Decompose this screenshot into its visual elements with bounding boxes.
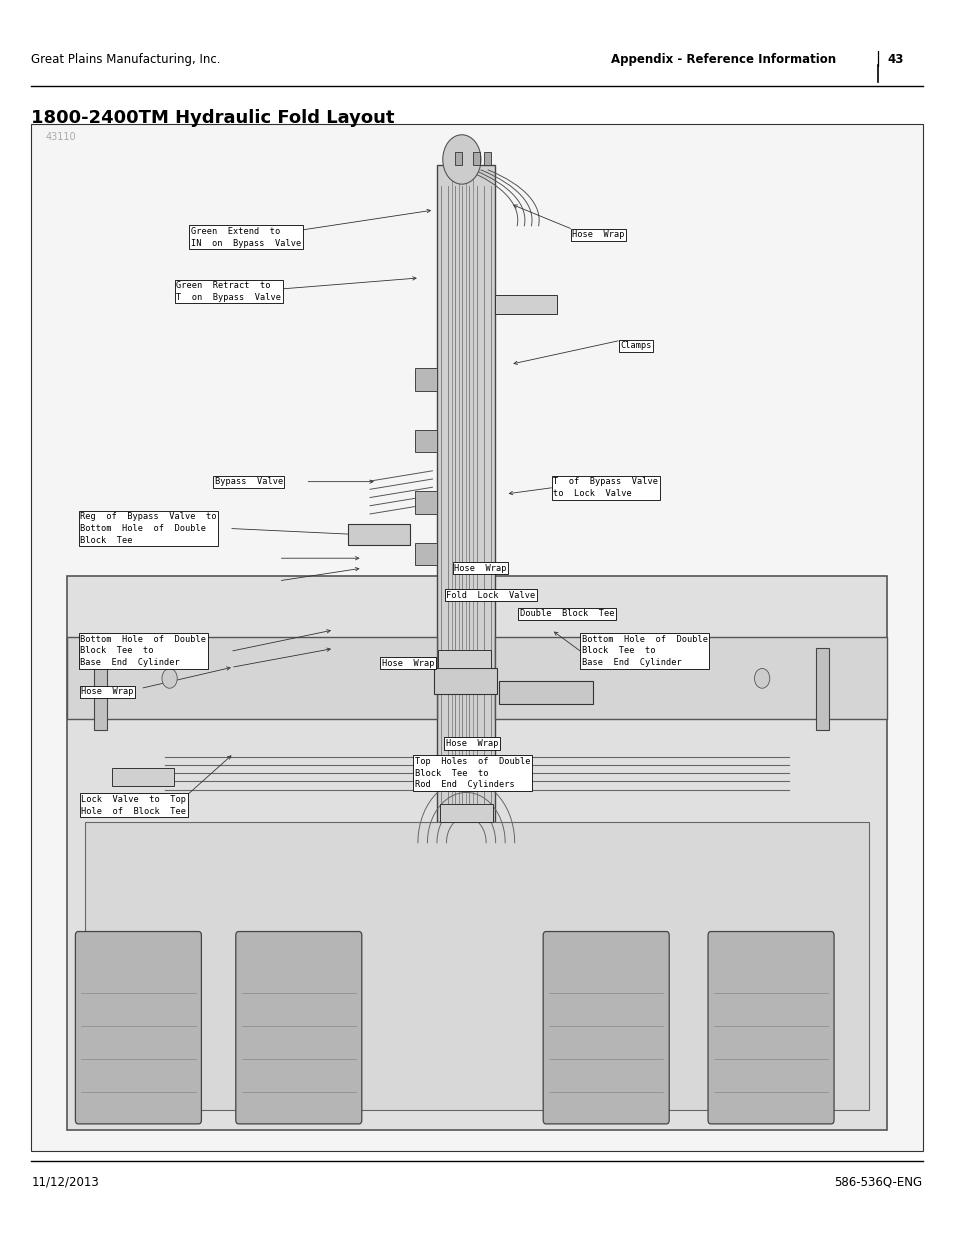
Bar bbox=[415, 492, 436, 514]
Bar bbox=[415, 542, 436, 566]
Bar bbox=[483, 152, 491, 164]
Text: Clamps: Clamps bbox=[619, 341, 651, 351]
Text: Hose  Wrap: Hose Wrap bbox=[81, 687, 133, 697]
Bar bbox=[815, 647, 828, 730]
Bar bbox=[455, 152, 461, 164]
Bar bbox=[437, 650, 491, 668]
Text: Appendix - Reference Information: Appendix - Reference Information bbox=[610, 53, 835, 65]
Bar bbox=[434, 668, 497, 694]
Text: Lock  Valve  to  Top
Hole  of  Block  Tee: Lock Valve to Top Hole of Block Tee bbox=[81, 795, 186, 815]
Bar bbox=[436, 164, 495, 823]
Text: 1800-2400TM Hydraulic Fold Layout: 1800-2400TM Hydraulic Fold Layout bbox=[31, 109, 395, 127]
Bar bbox=[495, 637, 886, 720]
Text: Hose  Wrap: Hose Wrap bbox=[572, 230, 624, 240]
Bar bbox=[472, 152, 479, 164]
Circle shape bbox=[162, 668, 177, 688]
Bar bbox=[112, 768, 173, 787]
Text: 586-536Q-ENG: 586-536Q-ENG bbox=[834, 1176, 922, 1189]
Text: T  of  Bypass  Valve
to  Lock  Valve: T of Bypass Valve to Lock Valve bbox=[553, 478, 658, 498]
Text: Hose  Wrap: Hose Wrap bbox=[445, 739, 497, 748]
Text: 43: 43 bbox=[886, 53, 902, 65]
FancyBboxPatch shape bbox=[235, 931, 361, 1124]
Bar bbox=[415, 430, 436, 452]
Bar bbox=[495, 295, 557, 314]
Bar bbox=[67, 576, 886, 1130]
Text: Hose  Wrap: Hose Wrap bbox=[454, 563, 506, 573]
Text: Green  Retract  to
T  on  Bypass  Valve: Green Retract to T on Bypass Valve bbox=[176, 282, 281, 301]
Bar bbox=[348, 524, 410, 545]
Bar bbox=[67, 637, 436, 720]
Text: Green  Extend  to
IN  on  Bypass  Valve: Green Extend to IN on Bypass Valve bbox=[191, 227, 301, 247]
Text: 11/12/2013: 11/12/2013 bbox=[31, 1176, 99, 1189]
Text: Bottom  Hole  of  Double
Block  Tee  to
Base  End  Cylinder: Bottom Hole of Double Block Tee to Base … bbox=[80, 635, 206, 667]
FancyBboxPatch shape bbox=[707, 931, 833, 1124]
Text: Top  Holes  of  Double
Block  Tee  to
Rod  End  Cylinders: Top Holes of Double Block Tee to Rod End… bbox=[415, 757, 530, 789]
Text: Double  Block  Tee: Double Block Tee bbox=[519, 609, 614, 619]
FancyBboxPatch shape bbox=[542, 931, 668, 1124]
Text: Hose  Wrap: Hose Wrap bbox=[381, 658, 434, 668]
Bar bbox=[31, 124, 922, 1151]
Text: Fold  Lock  Valve: Fold Lock Valve bbox=[446, 590, 536, 600]
Bar bbox=[439, 804, 493, 823]
Text: Bypass  Valve: Bypass Valve bbox=[214, 477, 283, 487]
Circle shape bbox=[754, 668, 769, 688]
FancyBboxPatch shape bbox=[75, 931, 201, 1124]
Text: Great Plains Manufacturing, Inc.: Great Plains Manufacturing, Inc. bbox=[31, 53, 221, 65]
Text: |: | bbox=[874, 52, 880, 67]
Bar bbox=[415, 368, 436, 390]
Circle shape bbox=[442, 135, 480, 184]
Text: 43110: 43110 bbox=[46, 132, 76, 142]
Bar bbox=[93, 647, 107, 730]
Bar bbox=[85, 823, 868, 1110]
Text: Bottom  Hole  of  Double
Block  Tee  to
Base  End  Cylinder: Bottom Hole of Double Block Tee to Base … bbox=[581, 635, 707, 667]
Bar bbox=[498, 682, 592, 704]
Text: Reg  of  Bypass  Valve  to
Bottom  Hole  of  Double
Block  Tee: Reg of Bypass Valve to Bottom Hole of Do… bbox=[80, 513, 216, 545]
